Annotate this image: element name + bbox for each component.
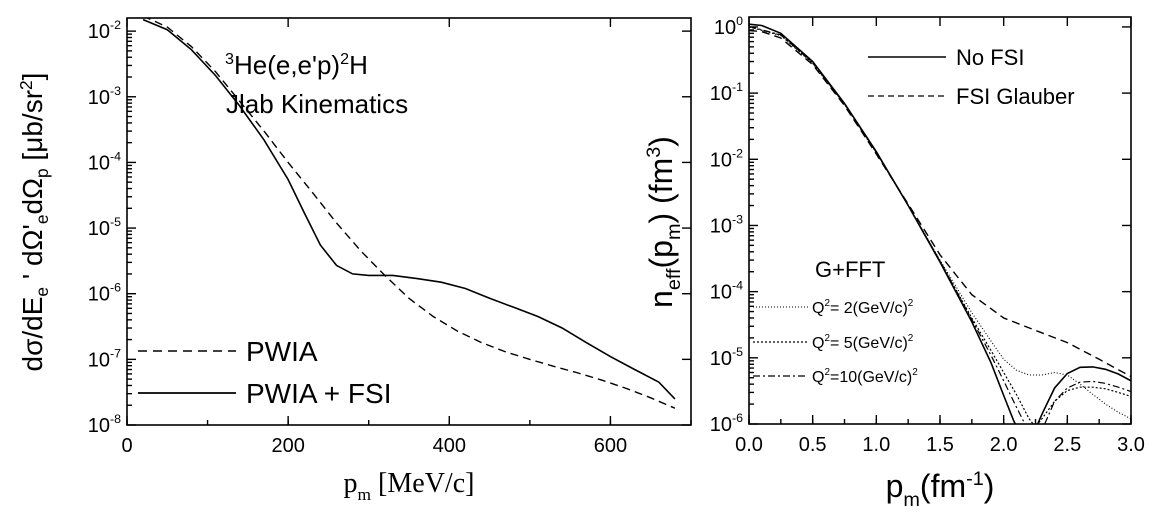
x-tick-label: 3.0 [1117, 434, 1145, 456]
legend-label-fsi-glauber: FSI Glauber [956, 84, 1075, 109]
right-axis-ticks [748, 17, 1132, 425]
legend-label-q2-10: Q2=10(GeV/c)2 [812, 367, 918, 386]
left-tick-labels: 0 200 400 600 10-2 10-3 10-4 10-5 10-6 10-7 10-8 [88, 18, 627, 457]
right-tick-labels: 0.0 0.5 1.0 1.5 2.0 2.5 3.0 100 10-1 10-2 10-3 10-4… [710, 14, 1145, 456]
left-annotation-line2: Jlab Kinematics [226, 89, 408, 119]
x-tick-label: 0 [121, 435, 132, 457]
y-tick-label: 10-3 [710, 212, 743, 237]
legend-group-title: G+FFT [815, 257, 885, 282]
y-tick-label: 10-4 [710, 279, 743, 304]
right-legend-bottom: G+FFT Q2= 2(GeV/c)2 Q2= 5(GeV/c)2 Q2=10(… [753, 257, 918, 386]
series-line-dashed [145, 18, 676, 409]
x-tick-label: 1.5 [926, 434, 954, 456]
legend-label-q2-5: Q2= 5(GeV/c)2 [812, 333, 914, 352]
x-tick-label: 0.0 [735, 434, 763, 456]
right-series-group [749, 23, 1131, 424]
y-tick-label: 100 [714, 14, 743, 39]
right-x-axis-label: pm(fm-1) [886, 468, 995, 511]
x-tick-label: 600 [594, 435, 627, 457]
x-tick-label: 2.0 [990, 434, 1018, 456]
y-tick-label: 10-2 [710, 146, 743, 171]
legend-label-pwia: PWIA [246, 336, 318, 367]
y-tick-label: 10-1 [710, 80, 743, 105]
series-line-dotted [749, 26, 1131, 424]
y-tick-label: 10-7 [88, 346, 121, 371]
y-tick-label: 10-2 [88, 18, 121, 43]
y-tick-label: 10-6 [710, 411, 743, 436]
panel-right-chart: 0.0 0.5 1.0 1.5 2.0 2.5 3.0 100 10-1 10-2 10-3 10-4… [643, 14, 1145, 511]
x-tick-label: 2.5 [1053, 434, 1081, 456]
right-y-axis-label: neff(pm) (fm3) [643, 136, 685, 308]
left-axis-ticks [126, 18, 692, 426]
y-tick-label: 10-3 [88, 84, 121, 109]
legend-label-no-fsi: No FSI [956, 45, 1024, 70]
y-tick-label: 10-5 [710, 345, 743, 370]
series-line-solid [142, 18, 676, 400]
left-series-group [142, 18, 676, 409]
legend-label-q2-2: Q2= 2(GeV/c)2 [812, 298, 914, 317]
left-plot-frame [126, 17, 692, 426]
left-y-axis-label: dσ/dEe ' dΩ'edΩp [μb/sr2] [16, 73, 52, 372]
y-tick-label: 10-6 [88, 281, 121, 306]
x-tick-label: 0.5 [799, 434, 827, 456]
left-annotation-line1: 3He(e,e'p)2H [225, 50, 368, 80]
y-tick-label: 10-4 [88, 149, 121, 174]
x-tick-label: 200 [271, 435, 304, 457]
right-legend-top: No FSI FSI Glauber [868, 45, 1075, 109]
legend-label-pwia-fsi: PWIA + FSI [246, 378, 391, 409]
series-line-dashed [749, 29, 1131, 378]
x-tick-label: 1.0 [862, 434, 890, 456]
y-tick-label: 10-5 [88, 215, 121, 240]
right-plot-frame [748, 16, 1132, 425]
panel-left-chart: 0 200 400 600 10-2 10-3 10-4 10-5 10-6 10-7 10-8 3… [16, 17, 692, 504]
left-x-axis-label: pm [MeV/c] [344, 468, 475, 504]
series-line-dash-dot [749, 25, 1131, 424]
y-tick-label: 10-8 [88, 412, 121, 437]
left-legend: PWIA PWIA + FSI [138, 336, 391, 409]
x-tick-label: 400 [433, 435, 466, 457]
